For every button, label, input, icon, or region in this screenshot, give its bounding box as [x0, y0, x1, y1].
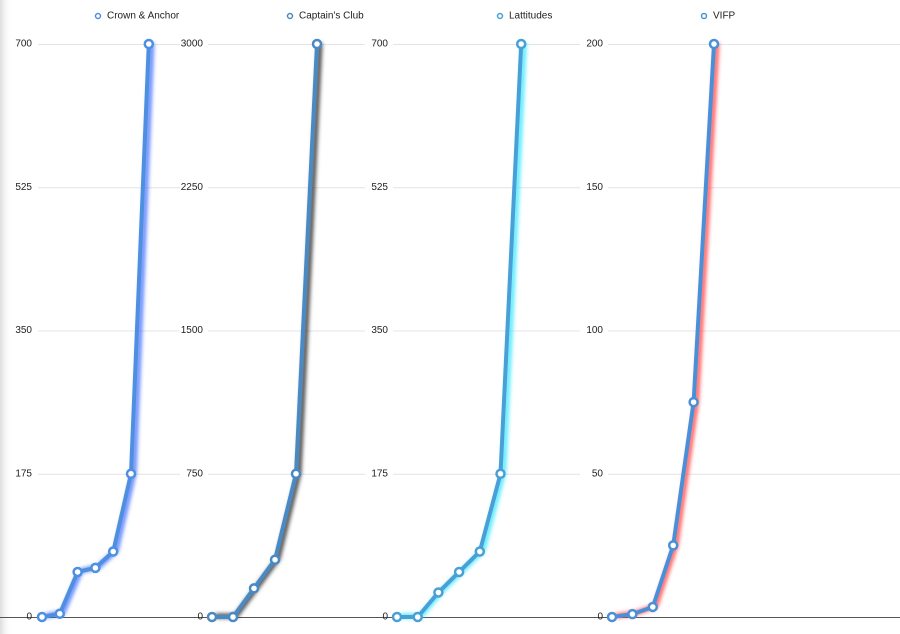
legend-marker	[496, 12, 504, 20]
point	[269, 554, 281, 565]
point	[495, 468, 506, 479]
y-tick-label: 1500	[181, 325, 204, 336]
point	[311, 38, 323, 50]
point	[72, 566, 83, 578]
y-tick-label: 700	[15, 39, 32, 50]
y-tick-label: 350	[15, 325, 32, 336]
point	[36, 611, 48, 623]
legend-marker	[700, 12, 708, 20]
point	[248, 583, 260, 594]
y-tick-label: 3000	[181, 39, 204, 50]
point	[143, 38, 155, 50]
legend-label: Crown & Anchor	[107, 11, 180, 22]
y-tick-label: 0	[597, 612, 603, 623]
y-tick-label: 525	[371, 182, 388, 193]
legend-marker	[94, 12, 102, 20]
point	[412, 611, 423, 623]
point	[125, 468, 137, 479]
y-tick-label: 750	[186, 468, 203, 479]
y-tick-label: 2250	[181, 182, 204, 193]
point	[107, 546, 119, 557]
point	[667, 540, 679, 551]
point	[627, 608, 638, 620]
point	[708, 38, 720, 50]
point	[433, 587, 444, 598]
y-tick-label: 100	[586, 325, 603, 336]
legend-label: VIFP	[713, 11, 736, 22]
y-tick-label: 0	[382, 612, 388, 623]
point	[688, 396, 699, 408]
y-tick-label: 525	[15, 182, 32, 193]
y-tick-label: 350	[371, 325, 388, 336]
y-tick-label: 700	[371, 39, 388, 50]
point	[206, 611, 218, 623]
legend-marker	[286, 12, 294, 20]
y-tick-label: 175	[15, 468, 32, 479]
point	[474, 546, 486, 557]
point	[290, 468, 302, 479]
point	[90, 562, 101, 574]
point	[606, 611, 618, 623]
y-tick-label: 0	[197, 612, 203, 623]
legend-label: Lattitudes	[509, 11, 552, 22]
y-tick-label: 50	[592, 468, 604, 479]
y-tick-label: 175	[371, 468, 388, 479]
legend-label: Captain's Club	[299, 11, 364, 22]
y-tick-label: 200	[586, 39, 603, 50]
point	[227, 611, 239, 623]
point	[391, 611, 403, 623]
point	[515, 38, 527, 50]
point	[54, 608, 66, 619]
point	[453, 566, 465, 578]
y-tick-label: 150	[586, 182, 603, 193]
edge-shade	[0, 0, 12, 634]
point	[647, 601, 659, 613]
y-tick-label: 0	[26, 612, 32, 623]
